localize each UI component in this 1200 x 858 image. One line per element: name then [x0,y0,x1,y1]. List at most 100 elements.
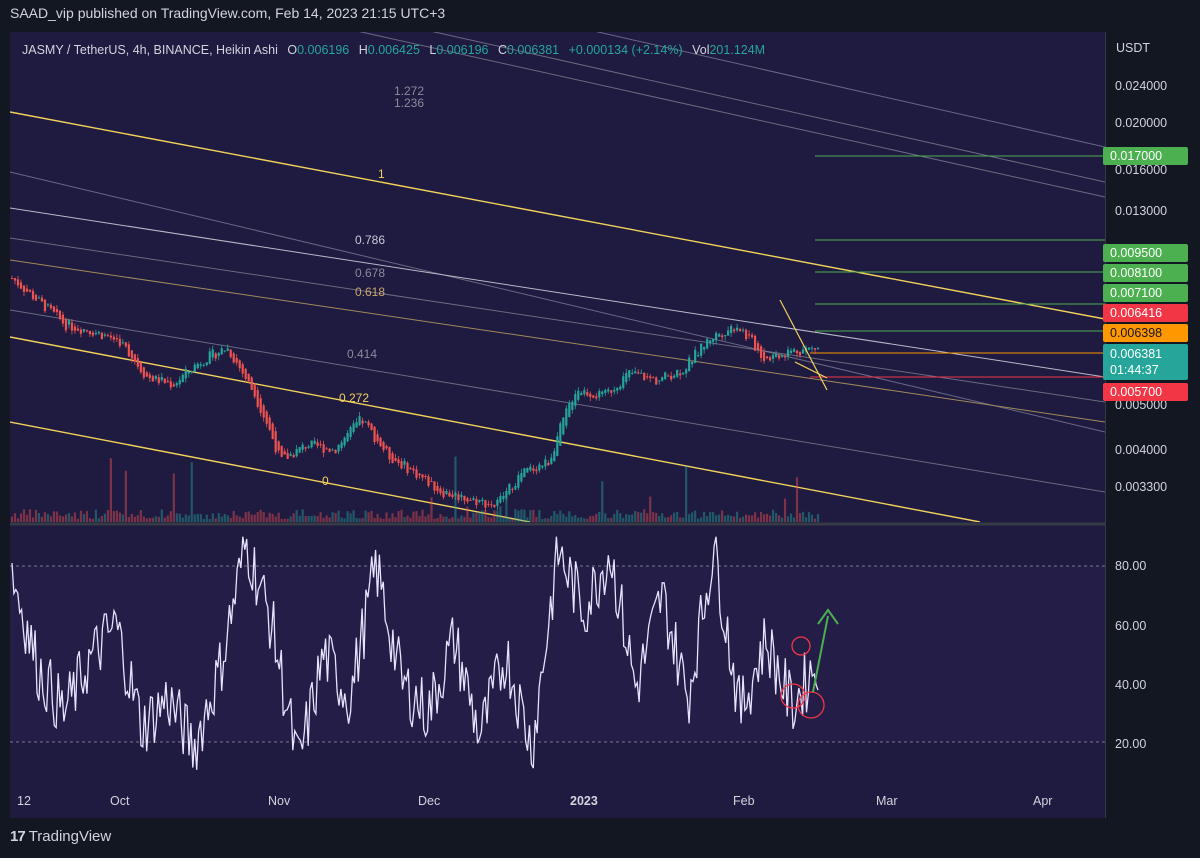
candle-body [49,304,53,309]
price-tick: 0.005000 [1115,398,1168,412]
time-label: Nov [268,794,291,808]
volume-bar [322,517,325,522]
fib-line-1b[interactable] [10,171,1105,433]
candle-body [55,309,59,312]
volume-bar [400,509,403,522]
candle-body [151,376,154,382]
candle-body [765,356,769,359]
volume-bar [616,509,619,522]
volume-bar [367,512,370,522]
price-tag-00081: 0.008100 [1103,264,1188,282]
volume-bar [532,509,535,522]
volume-bar [741,516,745,522]
candle-body [205,362,208,366]
candle-body [532,468,535,471]
candle-body [43,299,47,312]
time-label: 12 [17,794,31,808]
volume-bar [247,511,250,522]
candle-body [256,390,259,407]
candle-body [214,353,217,359]
volume-bar [556,514,559,522]
wedge-upper[interactable] [779,299,828,391]
volume-bar [271,513,274,522]
volume-bar [244,512,247,522]
candle-body [112,336,115,340]
fib-line-1272[interactable] [10,32,1105,183]
volume-bar [253,514,256,522]
candle-body [121,342,124,344]
candle-body [388,447,391,460]
candle-body [310,440,313,448]
volume-bar [463,516,466,522]
candle-body [316,442,319,446]
rsi-line[interactable] [11,536,819,770]
candle-body [544,459,547,467]
volume-bar [574,514,577,522]
fib-label-0678: 0.678 [355,266,385,280]
candle-body [607,389,610,392]
candle-body [514,486,517,490]
fib-line-0[interactable] [10,421,531,522]
candle-body [445,491,448,494]
candle-body [547,462,550,466]
candle-body [598,391,601,398]
volume-bar [541,518,544,522]
volume-bar [649,496,652,522]
candle-body [709,340,712,344]
volume-bar [160,509,163,522]
chart-canvas[interactable]: 1.272 1.236 1 0.786 0.678 0.618 0.414 0.… [10,32,1105,818]
candle-body [661,377,664,381]
candle-body [756,343,760,350]
volume-bar [523,509,526,522]
candle-body [807,347,811,350]
volume-bar [628,514,631,522]
candle-body [442,490,445,498]
candle-body [22,285,26,292]
volume-bar [610,517,613,522]
candle-body [718,334,721,337]
volume-bar [646,513,649,522]
volume-bar [730,515,733,522]
volume-bar [94,509,97,522]
fib-line-0678[interactable] [10,237,1105,403]
volume-bar [643,509,646,522]
time-axis[interactable] [10,786,1105,818]
candle-body [124,342,127,347]
volume-bar [604,513,607,522]
candle-body [433,481,436,491]
footer-brand[interactable]: 17 TradingView [10,828,111,845]
fib-line-top[interactable] [510,32,1105,148]
volume-bar [514,509,517,522]
volume-bar [145,518,148,522]
candle-body [133,354,136,362]
volume-bar [61,516,65,522]
volume-bar [406,515,409,522]
candle-body [142,367,145,378]
candle-body [259,398,262,413]
candle-body [298,447,301,453]
fib-line-0414[interactable] [10,309,1105,493]
volume-bar [196,513,199,522]
wedge-lower[interactable] [794,361,828,379]
volume-bar [789,513,793,522]
candle-body [217,353,220,356]
candle-body [777,355,781,359]
fib-line-1[interactable] [10,111,1105,320]
candle-body [463,495,466,501]
volume-bar [439,514,442,522]
candle-body [166,380,169,382]
volume-bar [664,517,667,522]
candle-body [322,444,325,453]
candle-body [795,350,799,354]
fib-line-0786[interactable] [10,207,1105,378]
volume-bar [226,515,229,522]
candle-body [376,434,379,442]
fib-line-0272[interactable] [10,336,981,522]
fib-line-0618[interactable] [10,259,1105,423]
candle-body [406,462,409,474]
candle-body [76,328,80,331]
candle-body [643,372,646,380]
candle-body [789,350,793,354]
volume-bar [325,515,328,522]
volume-bar [553,510,556,522]
